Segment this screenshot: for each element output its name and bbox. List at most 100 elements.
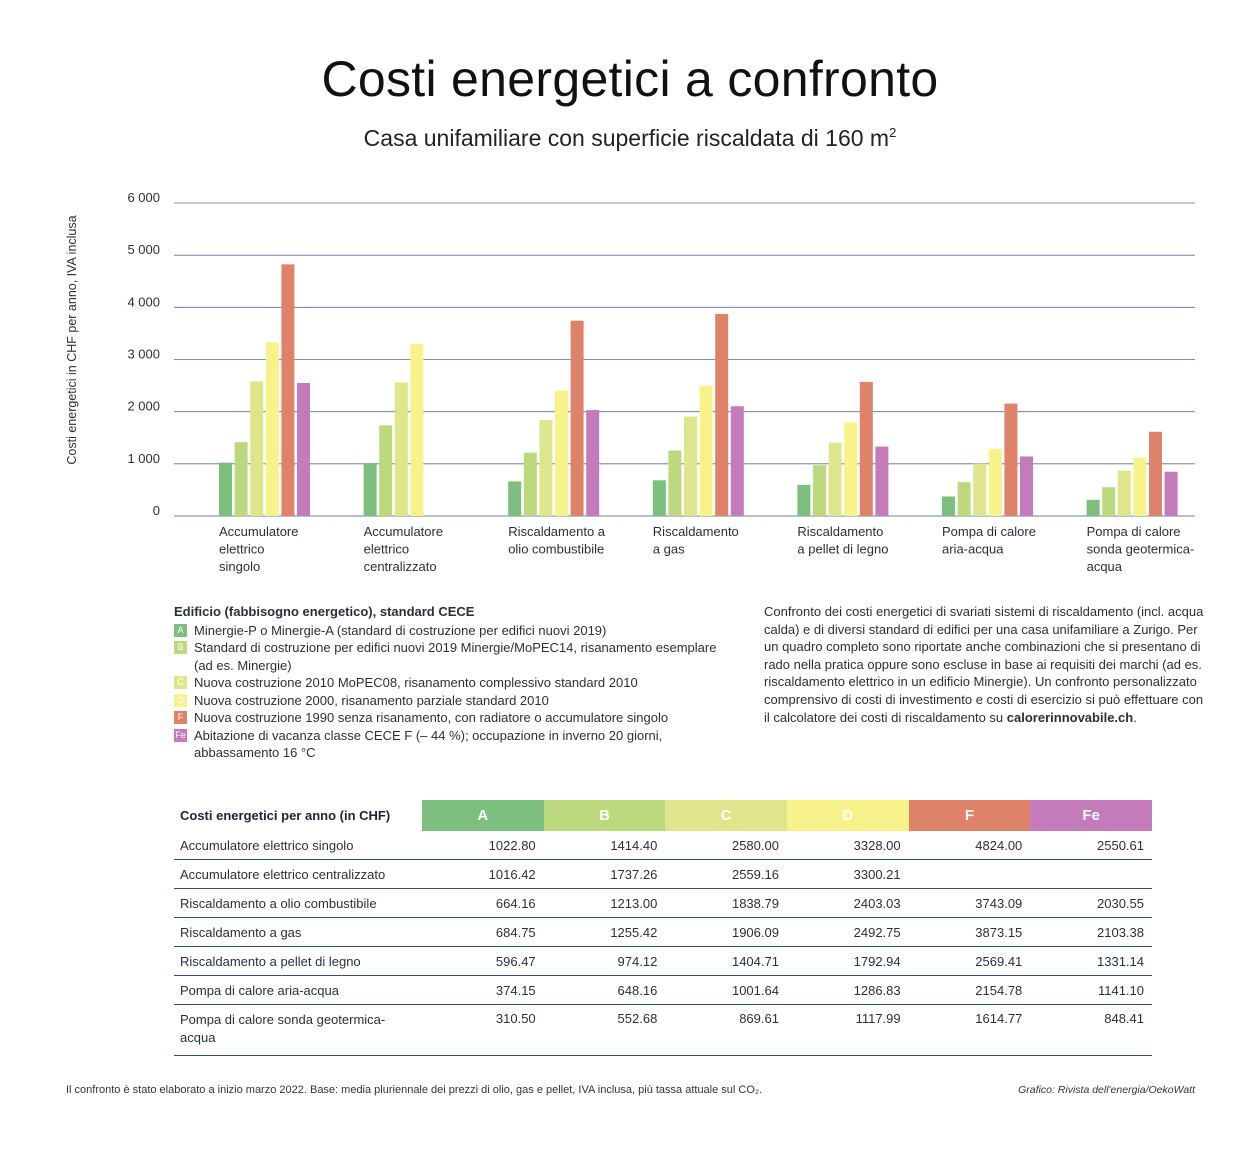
x-tick-label: elettrico [364, 542, 410, 557]
x-tick-label: centralizzato [364, 559, 437, 574]
table-row: Pompa di calore sonda geotermica-acqua 31… [174, 1004, 1152, 1056]
bar-d [844, 422, 858, 516]
x-tick-label: Riscaldamento a [508, 524, 606, 539]
bar-d [410, 343, 424, 516]
legend-text: Nuova costruzione 1990 senza risanamento… [194, 710, 669, 725]
legend-swatch: A [174, 623, 187, 637]
y-tick-label: 2 000 [127, 399, 160, 414]
x-tick-label: elettrico [219, 542, 265, 557]
page-title: Costi energetici a confronto [321, 51, 939, 107]
table-row: Riscaldamento a pellet di legno 596.47 974… [174, 946, 1152, 976]
bar-fe [1020, 456, 1033, 516]
legend-item: F Nuova costruzione 1990 senza risanament… [174, 709, 734, 727]
table-cell: 1022.80 [422, 831, 544, 860]
bar-d [988, 448, 1002, 516]
legend-item: B Standard di costruzione per edifici nuo… [174, 639, 734, 674]
bar-c [973, 463, 987, 516]
description-end: . [1133, 709, 1137, 725]
bar-d [699, 385, 713, 516]
table-cell: 1614.77 [908, 1004, 1031, 1056]
table-row: Accumulatore elettrico singolo 1022.80 141… [174, 831, 1152, 860]
table-cell: 2492.75 [786, 917, 909, 947]
table-cell: 2154.78 [908, 975, 1031, 1005]
bar-c [394, 382, 408, 516]
table-cell: 4824.00 [908, 831, 1031, 860]
legend-item: C Nuova costruzione 2010 MoPEC08, risanam… [174, 674, 734, 692]
table-cell [908, 859, 1031, 889]
table-cell: 1286.83 [786, 975, 909, 1005]
legend-swatch: D [174, 693, 187, 707]
y-tick-label: 0 [153, 503, 160, 518]
bar-a [797, 484, 811, 516]
table-cell: 684.75 [422, 917, 544, 947]
bar-c [250, 381, 264, 516]
bar-f [715, 313, 729, 516]
x-tick-label: olio combustibile [508, 542, 604, 557]
table-cell: 848.41 [1030, 1004, 1152, 1056]
bar-fe [1164, 471, 1178, 516]
bar-b [234, 442, 248, 516]
x-tick-label: Pompa di calore [942, 524, 1036, 539]
bar-a [508, 481, 522, 516]
bar-b [379, 425, 393, 516]
bar-f [1004, 403, 1018, 516]
table-cell: 2403.03 [786, 888, 909, 918]
bar-fe [730, 406, 744, 516]
y-tick-label: 4 000 [127, 294, 160, 309]
x-tick-label: a pellet di legno [797, 542, 888, 557]
table-cell: 552.68 [543, 1004, 666, 1056]
row-label: Riscaldamento a olio combustibile [174, 888, 422, 918]
bar-fe [586, 410, 600, 516]
table-cell: 869.61 [665, 1004, 787, 1056]
bar-f [570, 320, 584, 516]
bar-b [1102, 487, 1116, 516]
bar-chart: 0 1 000 2 000 3 000 4 000 5 000 6 000 Accumulat… [127, 190, 1195, 574]
subtitle-superscript: 2 [889, 125, 897, 140]
bar-a [942, 496, 955, 516]
bar-a [1086, 499, 1100, 516]
table-row: Riscaldamento a gas 684.75 1255.42 1906.09 2… [174, 917, 1152, 947]
table-cell: 3873.15 [908, 917, 1031, 947]
table-cell: 1404.71 [665, 946, 787, 976]
y-tick-label: 5 000 [127, 242, 160, 257]
table-cell: 2559.16 [665, 859, 787, 889]
description-link[interactable]: calorerinnovabile.ch [1006, 709, 1134, 725]
table-cell: 1331.14 [1030, 946, 1152, 976]
bar-a [363, 462, 377, 516]
row-label: Accumulatore elettrico centralizzato [174, 859, 422, 889]
bar-c [539, 420, 553, 516]
x-tick-label: aria-acqua [942, 542, 1004, 557]
table-row: Pompa di calore aria-acqua 374.15 648.16 10… [174, 975, 1152, 1005]
bar-fe [875, 446, 889, 516]
table-row: Riscaldamento a olio combustibile 664.16 1… [174, 888, 1152, 918]
bar-b [523, 452, 537, 516]
table-cell: 3328.00 [786, 831, 909, 860]
row-label: Riscaldamento a pellet di legno [174, 946, 422, 976]
bar-f [859, 381, 873, 516]
table-cell: 1838.79 [665, 888, 787, 918]
column-header: C [665, 800, 787, 831]
table-cell: 596.47 [422, 946, 544, 976]
table-cell: 1117.99 [786, 1004, 909, 1056]
legend-swatch: C [174, 676, 187, 689]
x-tick-label: Riscaldamento [653, 524, 739, 539]
table-cell: 974.12 [543, 946, 666, 976]
table-cell: 664.16 [422, 888, 544, 918]
table-cell: 1255.42 [543, 917, 666, 947]
description-text: Confronto dei costi energetici di svaria… [764, 604, 1204, 725]
table-cell: 310.50 [422, 1004, 544, 1056]
table-cell: 1906.09 [665, 917, 787, 947]
table-cell: 2550.61 [1030, 831, 1152, 860]
y-tick-label: 6 000 [127, 190, 160, 205]
bar-f [281, 264, 295, 516]
table-cell: 1141.10 [1030, 975, 1152, 1005]
row-label: Pompa di calore aria-acqua [174, 975, 422, 1005]
y-tick-label: 3 000 [127, 347, 160, 362]
column-header: B [543, 800, 666, 831]
x-tick-label: singolo [219, 559, 260, 574]
description: Confronto dei costi energetici di svaria… [764, 603, 1204, 726]
legend-text: Abitazione di vacanza classe CECE F (– 4… [194, 727, 663, 761]
legend-swatch: Fe [174, 728, 187, 742]
